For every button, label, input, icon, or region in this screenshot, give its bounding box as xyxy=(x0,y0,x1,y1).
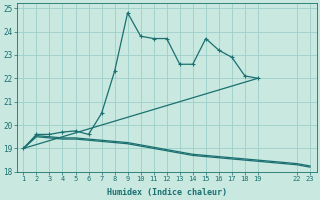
X-axis label: Humidex (Indice chaleur): Humidex (Indice chaleur) xyxy=(107,188,227,197)
